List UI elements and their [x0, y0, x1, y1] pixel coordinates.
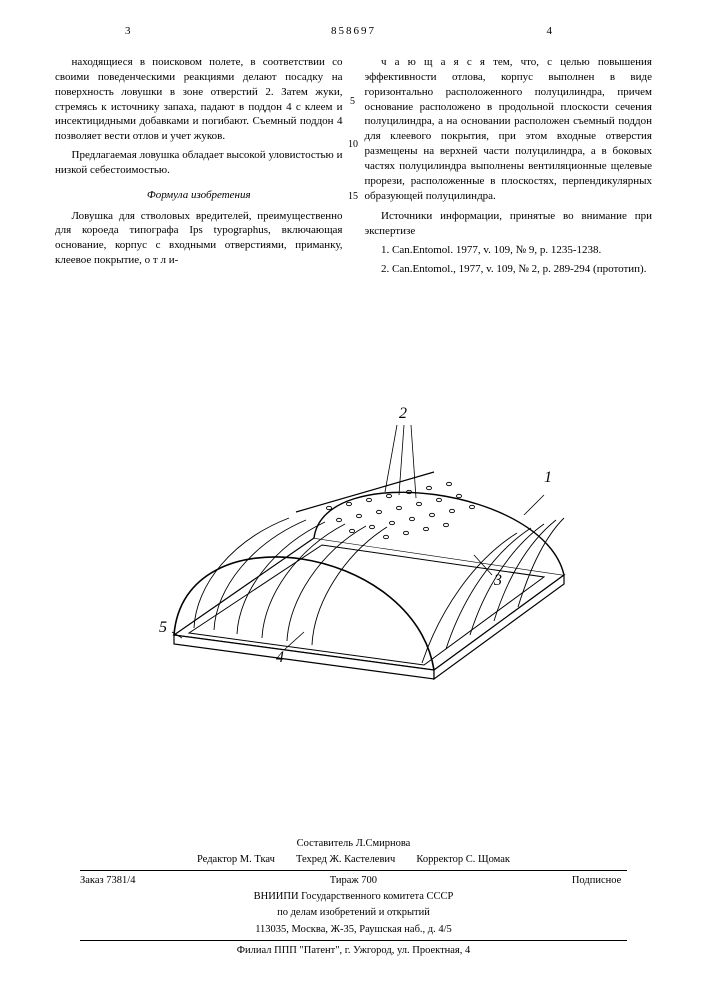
- left-p1: находящиеся в поисковом полете, в соотве…: [55, 55, 343, 144]
- address: 113035, Москва, Ж-35, Раушская наб., д. …: [80, 923, 627, 937]
- staff-row: Редактор М. Ткач Техред Ж. Кастелевич Ко…: [80, 853, 627, 867]
- editor: Редактор М. Ткач: [197, 854, 275, 865]
- figure-container: 1 2 3 4 5: [0, 400, 707, 705]
- compiler-row: Составитель Л.Смирнова: [80, 837, 627, 851]
- footer-block: Составитель Л.Смирнова Редактор М. Ткач …: [80, 835, 627, 960]
- footer-divider-1: [80, 870, 627, 871]
- label-4: 4: [276, 649, 284, 666]
- right-page-number: 4: [547, 24, 553, 39]
- corrector: Корректор С. Щомак: [416, 854, 510, 865]
- right-p1: ч а ю щ а я с я тем, что, с целью повыше…: [365, 55, 653, 203]
- trap-diagram: 1 2 3 4 5: [104, 400, 604, 700]
- source-2: 2. Can.Entomol., 1977, v. 109, № 2, p. 2…: [365, 262, 653, 277]
- label-2: 2: [399, 405, 407, 422]
- footer-divider-2: [80, 940, 627, 941]
- left-page-number: 3: [125, 24, 131, 39]
- label-5: 5: [159, 619, 167, 636]
- order-num: Заказ 7381/4: [80, 874, 261, 888]
- label-3: 3: [493, 572, 502, 589]
- org2: по делам изобретений и открытий: [80, 906, 627, 920]
- left-column: находящиеся в поисковом полете, в соотве…: [55, 55, 343, 281]
- source-1: 1. Can.Entomol. 1977, v. 109, № 9, p. 12…: [365, 243, 653, 258]
- label-1: 1: [544, 469, 552, 486]
- tech: Техред Ж. Кастелевич: [296, 854, 395, 865]
- left-p2: Предлагаемая ловушка обладает высокой ул…: [55, 148, 343, 178]
- subscription: Подписное: [446, 874, 621, 888]
- tirage: Тираж 700: [263, 874, 444, 888]
- patent-number: 858697: [331, 24, 376, 39]
- order-row: Заказ 7381/4 Тираж 700 Подписное: [80, 874, 627, 888]
- text-columns: находящиеся в поисковом полете, в соотве…: [55, 55, 652, 281]
- formula-title: Формула изобретения: [55, 188, 343, 203]
- sources-title: Источники информации, принятые во вниман…: [365, 209, 653, 239]
- right-column: ч а ю щ а я с я тем, что, с целью повыше…: [365, 55, 653, 281]
- branch: Филиал ППП "Патент", г. Ужгород, ул. Про…: [80, 944, 627, 958]
- org1: ВНИИПИ Государственного комитета СССР: [80, 890, 627, 904]
- left-p3: Ловушка для стволовых вредителей, преиму…: [55, 209, 343, 268]
